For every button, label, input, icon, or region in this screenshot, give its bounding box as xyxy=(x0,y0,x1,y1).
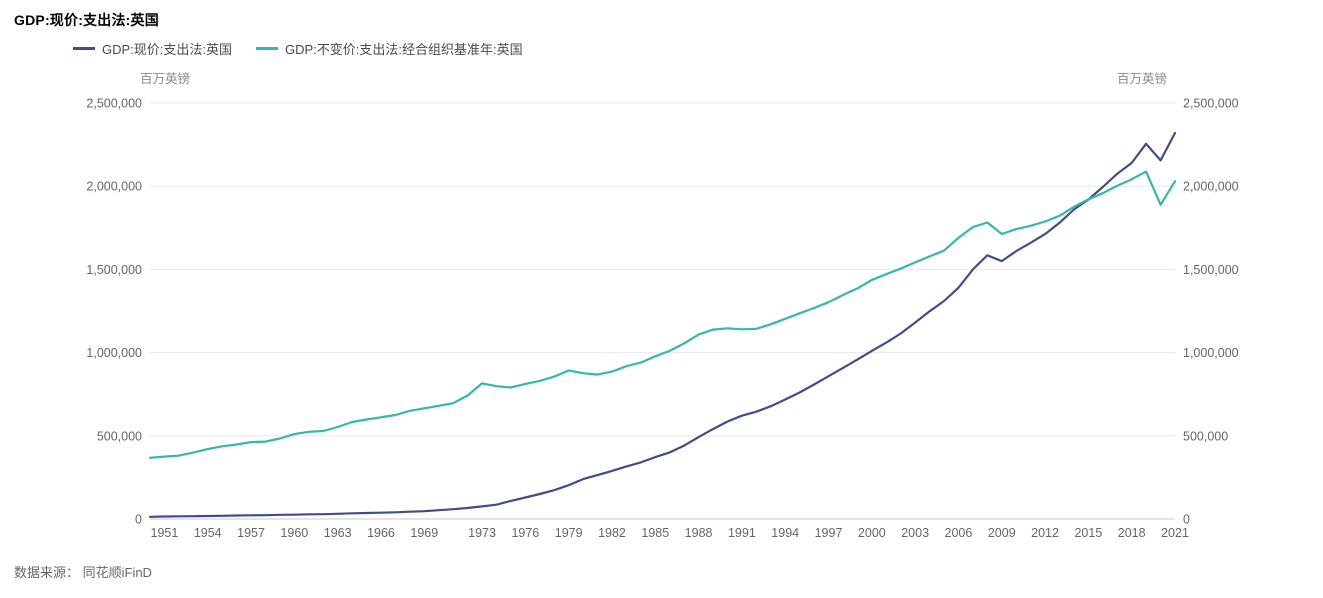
x-tick-label: 1954 xyxy=(194,526,222,540)
legend-label: GDP:现价:支出法:英国 xyxy=(102,42,233,57)
x-tick-label: 2009 xyxy=(988,526,1016,540)
x-tick-label: 2018 xyxy=(1118,526,1146,540)
x-tick-label: 1988 xyxy=(685,526,713,540)
series-line-constant-price xyxy=(148,170,1177,459)
y-tick-label-right: 500,000 xyxy=(1183,429,1228,443)
x-tick-label: 1976 xyxy=(511,526,539,540)
y-tick-label-left: 2,000,000 xyxy=(86,180,142,194)
x-tick-label: 1957 xyxy=(237,526,265,540)
y-tick-label-left: 1,000,000 xyxy=(86,346,142,360)
x-tick-label: 1997 xyxy=(815,526,843,540)
legend-line-swatch xyxy=(73,47,95,50)
chart-title: GDP:现价:支出法:英国 xyxy=(14,12,159,28)
x-tick-label: 2006 xyxy=(945,526,973,540)
y-tick-label-right: 1,000,000 xyxy=(1183,346,1239,360)
legend: GDP:现价:支出法:英国 GDP:不变价:支出法:经合组织基准年:英国 xyxy=(73,39,523,58)
x-tick-label: 1966 xyxy=(367,526,395,540)
y-tick-label-left: 0 xyxy=(135,513,142,527)
y-tick-label-right: 0 xyxy=(1183,513,1190,527)
x-tick-label: 1963 xyxy=(324,526,352,540)
series-line-current-price xyxy=(148,131,1177,518)
x-tick-label: 1994 xyxy=(771,526,799,540)
x-tick-label: 1979 xyxy=(555,526,583,540)
x-tick-label: 1969 xyxy=(410,526,438,540)
x-tick-label: 2003 xyxy=(901,526,929,540)
y-tick-label-right: 1,500,000 xyxy=(1183,263,1239,277)
right-axis-unit: 百万英镑 xyxy=(1116,72,1167,86)
x-tick-label: 1951 xyxy=(151,526,179,540)
x-tick-label: 1973 xyxy=(468,526,496,540)
x-tick-label: 2012 xyxy=(1031,526,1059,540)
y-tick-label-left: 500,000 xyxy=(97,429,142,443)
legend-item-current-price[interactable]: GDP:现价:支出法:英国 xyxy=(73,39,232,58)
y-tick-label-right: 2,000,000 xyxy=(1183,180,1239,194)
data-source: 数据来源： 同花顺iFinD xyxy=(14,565,152,580)
x-tick-label: 2015 xyxy=(1074,526,1102,540)
y-tick-label-left: 1,500,000 xyxy=(86,263,142,277)
left-axis-unit: 百万英镑 xyxy=(140,72,191,86)
y-tick-label-left: 2,500,000 xyxy=(86,97,142,111)
x-tick-label: 2000 xyxy=(858,526,886,540)
x-tick-label: 1985 xyxy=(641,526,669,540)
legend-label: GDP:不变价:支出法:经合组织基准年:英国 xyxy=(285,42,523,57)
x-tick-label: 1960 xyxy=(280,526,308,540)
legend-line-swatch xyxy=(256,47,279,50)
x-tick-label: 1982 xyxy=(598,526,626,540)
y-tick-label-right: 2,500,000 xyxy=(1183,97,1239,111)
x-tick-label: 1991 xyxy=(728,526,756,540)
legend-item-constant-price[interactable]: GDP:不变价:支出法:经合组织基准年:英国 xyxy=(256,39,523,58)
x-tick-label: 2021 xyxy=(1161,526,1189,540)
